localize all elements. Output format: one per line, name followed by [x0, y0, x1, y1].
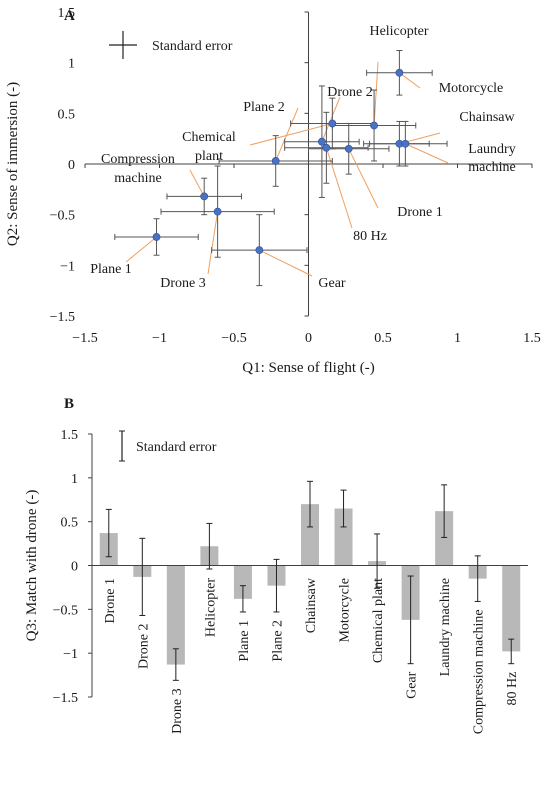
data-point	[255, 246, 264, 255]
data-point	[344, 144, 353, 153]
y-tick-label: 0.5	[61, 516, 79, 531]
category-label: Plane 1	[237, 620, 252, 662]
data-point	[318, 137, 326, 146]
y-tick-label: −1.5	[50, 310, 75, 325]
leader-line	[325, 147, 353, 229]
category-label: Chemical plant	[371, 578, 386, 663]
y-tick-label: −0.5	[53, 603, 78, 618]
point-label: machine	[114, 171, 161, 186]
category-label: Helicopter	[203, 578, 218, 637]
y-axis-title: Q2: Sense of immersion (-)	[5, 82, 21, 246]
panel-a-letter: A	[64, 8, 75, 24]
point-label: Chemical	[182, 130, 236, 145]
y-tick-label: 0	[68, 158, 75, 173]
point-label: Compression	[101, 152, 175, 167]
legend-label: Standard error	[136, 440, 217, 455]
point-label: Chainsaw	[459, 110, 515, 125]
category-label: Drone 1	[103, 578, 118, 624]
category-label: Plane 2	[270, 620, 285, 662]
category-label: Chainsaw	[304, 577, 319, 633]
point-label: Drone 2	[327, 85, 373, 100]
point-label: 80 Hz	[353, 229, 387, 244]
category-label: Laundry machine	[438, 578, 453, 676]
leader-line	[348, 148, 379, 209]
x-tick-label: −1.5	[72, 331, 97, 346]
category-label: Drone 2	[136, 623, 151, 669]
leader-line	[125, 236, 157, 263]
x-axis-title: Q1: Sense of flight (-)	[242, 360, 374, 376]
y-tick-label: −1.5	[53, 691, 78, 706]
x-tick-label: 0	[305, 331, 312, 346]
data-point	[401, 139, 410, 148]
x-tick-label: 0.5	[374, 331, 392, 346]
leader-line	[275, 107, 299, 162]
category-label: Drone 3	[170, 688, 185, 734]
point-label: Gear	[318, 276, 346, 291]
point-label: Laundry	[468, 142, 515, 157]
point-label: Drone 3	[160, 276, 206, 291]
x-tick-label: 1.5	[523, 331, 541, 346]
point-label: Drone 1	[397, 205, 443, 220]
y-tick-label: 1.5	[58, 6, 76, 21]
y-tick-label: −1	[63, 647, 78, 662]
x-tick-label: 1	[454, 331, 461, 346]
point-label: Helicopter	[369, 24, 428, 39]
category-label: 80 Hz	[505, 672, 520, 706]
y-axis-title: Q3: Match with drone (-)	[24, 490, 40, 642]
data-point	[271, 157, 280, 165]
y-tick-label: 1	[71, 472, 78, 487]
point-label: machine	[468, 160, 515, 175]
bar	[301, 504, 319, 566]
data-point	[395, 68, 404, 77]
bar	[166, 565, 185, 665]
legend-label: Standard error	[152, 39, 233, 54]
leader-line	[373, 61, 379, 126]
point-label: Plane 2	[243, 100, 285, 115]
leader-line	[207, 211, 219, 275]
category-label: Motorcycle	[338, 578, 353, 643]
panel-a-scatter: −1.5 −1 −0.5 0 0.5 1 1.5 −1.5 −1 −0.5 0 0.5 1 1.5 Q1: …	[5, 6, 541, 376]
y-tick-label: 1.5	[61, 428, 79, 443]
panel-b-bar-chart: −1.5 −1 −0.5 0 0.5 1 1.5 Q3: Match with drone (…	[24, 428, 528, 734]
bar	[435, 511, 454, 566]
point-label: Plane 1	[90, 262, 132, 277]
panel-b-letter: B	[64, 396, 74, 412]
data-point	[322, 143, 331, 152]
x-tick-label: −1	[152, 331, 167, 346]
y-tick-label: 0	[71, 560, 78, 575]
bar	[334, 508, 353, 566]
leader-line	[249, 122, 333, 146]
category-label: Gear	[405, 671, 420, 699]
leader-line	[399, 72, 421, 89]
y-tick-label: 1	[68, 57, 75, 72]
point-label: plant	[195, 149, 223, 164]
y-tick-label: −0.5	[50, 209, 75, 224]
y-tick-label: 0.5	[58, 107, 76, 122]
leader-line	[405, 143, 449, 164]
data-point	[328, 119, 337, 128]
data-point	[152, 233, 161, 241]
leader-line	[321, 96, 341, 142]
bar	[502, 565, 521, 652]
x-tick-label: −0.5	[221, 331, 246, 346]
leader-line	[189, 169, 205, 197]
data-point	[370, 121, 378, 130]
leader-line	[259, 249, 313, 277]
data-point	[200, 192, 209, 201]
bar	[233, 565, 252, 599]
y-tick-label: −1	[60, 259, 75, 274]
point-label: Motorcycle	[439, 81, 504, 96]
category-label: Compression machine	[472, 609, 487, 734]
data-point	[213, 207, 222, 216]
